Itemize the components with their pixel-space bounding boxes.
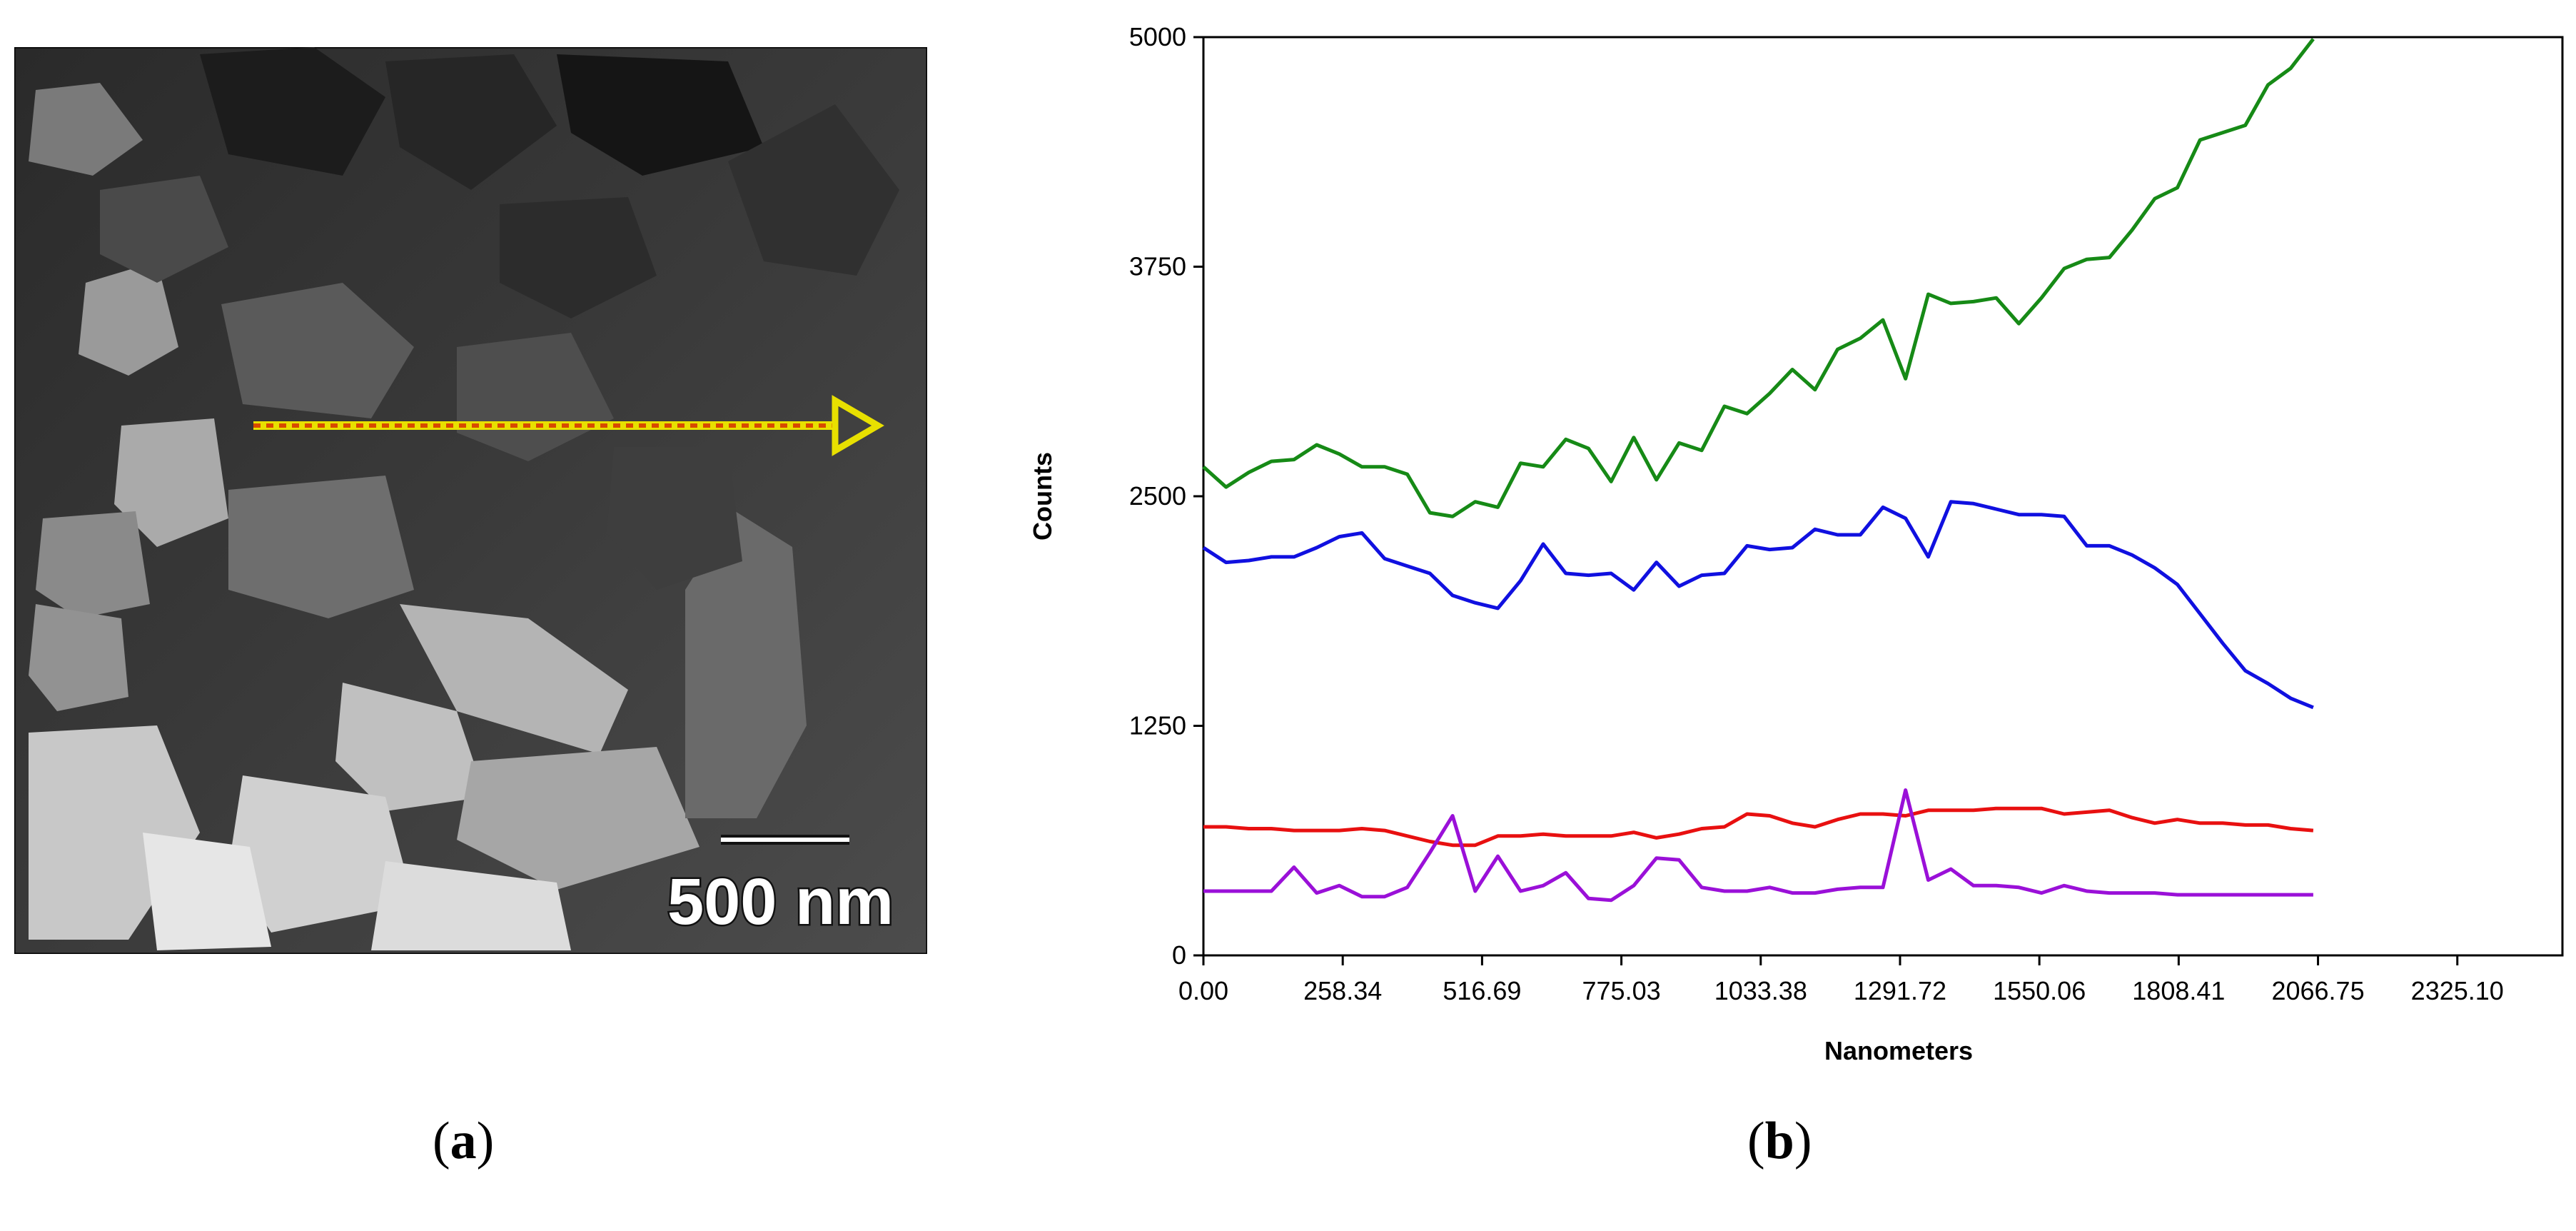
x-tick-label-1033.38: 1033.38 xyxy=(1714,976,1807,1005)
y-axis-label: Counts xyxy=(1028,452,1057,541)
x-tick-label-775.03: 775.03 xyxy=(1582,976,1661,1005)
caption-a: (a) xyxy=(433,1112,495,1170)
x-tick-label-516.69: 516.69 xyxy=(1443,976,1521,1005)
y-tick-label-2500: 2500 xyxy=(1129,481,1186,511)
y-tick-label-3750: 3750 xyxy=(1129,252,1186,281)
x-tick-label-0.00: 0.00 xyxy=(1178,976,1228,1005)
line-scan-arrow xyxy=(253,395,884,456)
y-axis-ticks: 0 1250 2500 3750 5000 xyxy=(1129,22,1203,970)
caption-b: (b) xyxy=(1747,1112,1812,1170)
x-tick-label-1808.41: 1808.41 xyxy=(2132,976,2225,1005)
series-group xyxy=(1202,38,2315,903)
scale-bar-label: 500 nm xyxy=(667,865,894,938)
series-red-line xyxy=(1203,806,2314,848)
x-tick-label-2066.75: 2066.75 xyxy=(2271,976,2364,1005)
series-purple-line xyxy=(1203,788,2313,903)
y-tick-label-0: 0 xyxy=(1172,940,1186,970)
x-tick-label-1550.06: 1550.06 xyxy=(1993,976,2086,1005)
x-tick-label-258.34: 258.34 xyxy=(1303,976,1382,1005)
micrograph-grains xyxy=(29,47,899,950)
plot-area xyxy=(1202,36,2564,957)
x-tick-label-2325.10: 2325.10 xyxy=(2411,976,2504,1005)
series-green-line xyxy=(1202,38,2315,518)
arrow-head-icon xyxy=(832,395,884,456)
y-tick-label-5000: 5000 xyxy=(1129,22,1186,51)
x-axis-label: Nanometers xyxy=(1824,1036,1973,1065)
x-axis-ticks: 0.00 258.34 516.69 775.03 1033.38 1291.72 1550… xyxy=(1178,955,2504,1005)
micrograph-panel: 500 nm xyxy=(14,47,927,954)
y-tick-label-1250: 1250 xyxy=(1129,711,1186,740)
x-tick-label-1291.72: 1291.72 xyxy=(1854,976,1946,1005)
series-blue-line xyxy=(1202,500,2314,710)
